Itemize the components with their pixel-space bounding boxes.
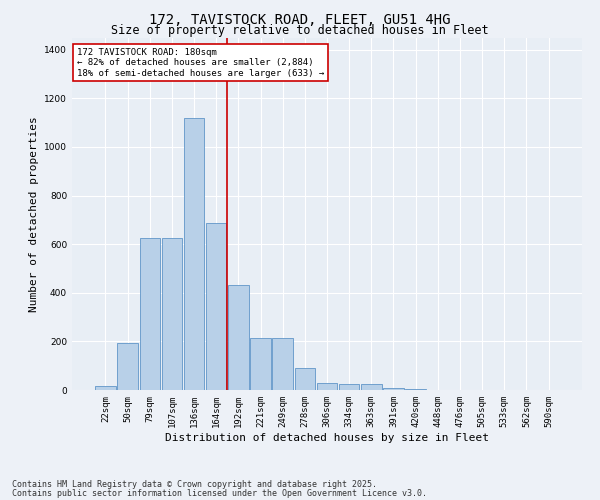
Bar xyxy=(161,238,182,390)
Text: Contains public sector information licensed under the Open Government Licence v3: Contains public sector information licen… xyxy=(12,488,427,498)
Bar xyxy=(206,224,226,390)
Bar xyxy=(118,342,138,390)
Bar xyxy=(383,388,404,390)
Text: 172 TAVISTOCK ROAD: 180sqm
← 82% of detached houses are smaller (2,884)
18% of s: 172 TAVISTOCK ROAD: 180sqm ← 82% of deta… xyxy=(77,48,325,78)
Bar xyxy=(140,238,160,390)
Bar xyxy=(228,286,248,390)
Y-axis label: Number of detached properties: Number of detached properties xyxy=(29,116,38,312)
Text: 172, TAVISTOCK ROAD, FLEET, GU51 4HG: 172, TAVISTOCK ROAD, FLEET, GU51 4HG xyxy=(149,12,451,26)
Text: Contains HM Land Registry data © Crown copyright and database right 2025.: Contains HM Land Registry data © Crown c… xyxy=(12,480,377,489)
Bar xyxy=(295,368,315,390)
Bar xyxy=(272,338,293,390)
Bar xyxy=(95,386,116,390)
Bar xyxy=(317,382,337,390)
Bar xyxy=(339,384,359,390)
Bar xyxy=(250,338,271,390)
Bar xyxy=(184,118,204,390)
X-axis label: Distribution of detached houses by size in Fleet: Distribution of detached houses by size … xyxy=(165,432,489,442)
Text: Size of property relative to detached houses in Fleet: Size of property relative to detached ho… xyxy=(111,24,489,37)
Bar xyxy=(361,384,382,390)
Bar xyxy=(406,389,426,390)
